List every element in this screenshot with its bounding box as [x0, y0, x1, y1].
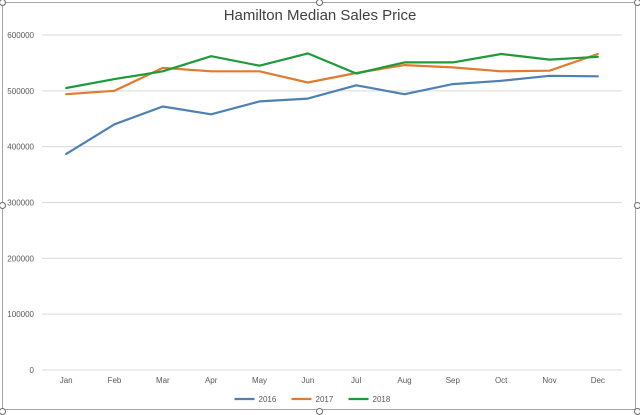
data-point-2018 [65, 87, 67, 89]
resize-handle-top-right[interactable] [634, 0, 640, 6]
x-tick-label: Nov [542, 376, 556, 385]
x-tick-label: May [252, 376, 267, 385]
data-point-2017 [500, 70, 502, 72]
x-tick-label: Feb [108, 376, 122, 385]
data-point-2017 [597, 53, 599, 55]
legend: 2016 2017 2018 [234, 395, 391, 404]
data-point-2016 [210, 113, 212, 115]
x-tick-label: Jan [60, 376, 73, 385]
data-point-2016 [452, 83, 454, 85]
x-tick-label: Oct [495, 376, 508, 385]
y-tick-label: 300000 [7, 199, 34, 208]
x-tick-label: Jun [301, 376, 314, 385]
data-point-2016 [162, 105, 164, 107]
y-tick-label: 400000 [7, 143, 34, 152]
data-point-2017 [65, 93, 67, 95]
x-axis-ticks: Jan Feb Mar Apr May Jun Jul Aug Sep Oct Nov Dec [60, 376, 605, 385]
x-tick-label: Dec [591, 376, 605, 385]
x-tick-label: Mar [156, 376, 170, 385]
data-point-2018 [355, 72, 357, 74]
data-point-2018 [210, 55, 212, 57]
data-point-2016 [258, 100, 260, 102]
data-point-2016 [65, 153, 67, 155]
series-line-2018 [65, 52, 599, 90]
data-point-2016 [355, 84, 357, 86]
data-point-2017 [258, 70, 260, 72]
data-point-2018 [113, 78, 115, 80]
y-tick-label: 100000 [7, 310, 34, 319]
data-point-2016 [403, 93, 405, 95]
data-point-2016 [500, 80, 502, 82]
y-tick-label: 0 [30, 366, 35, 375]
resize-handle-top-center[interactable] [316, 0, 323, 6]
x-tick-label: Aug [397, 376, 411, 385]
chart-title: Hamilton Median Sales Price [223, 7, 417, 24]
data-point-2017 [162, 67, 164, 69]
y-tick-label: 500000 [7, 87, 34, 96]
data-point-2017 [452, 66, 454, 68]
x-tick-label: Apr [205, 376, 218, 385]
data-point-2017 [113, 90, 115, 92]
resize-handle-middle-right[interactable] [634, 202, 640, 209]
data-point-2018 [403, 61, 405, 63]
series-lines [65, 52, 599, 155]
resize-handle-top-left[interactable] [0, 0, 6, 6]
data-point-2018 [597, 56, 599, 58]
data-point-2018 [258, 65, 260, 67]
data-point-2018 [162, 70, 164, 72]
y-tick-label: 200000 [7, 254, 34, 263]
x-tick-label: Jul [351, 376, 361, 385]
legend-label: 2017 [316, 395, 334, 404]
series-line-2016 [65, 74, 599, 155]
gridlines [42, 34, 622, 371]
data-point-2016 [113, 123, 115, 125]
data-point-2018 [307, 52, 309, 54]
legend-label: 2016 [259, 395, 277, 404]
data-point-2018 [452, 61, 454, 63]
data-point-2016 [597, 75, 599, 77]
data-point-2016 [307, 98, 309, 100]
y-tick-label: 600000 [7, 31, 34, 40]
legend-label: 2018 [373, 395, 391, 404]
data-point-2016 [548, 75, 550, 77]
data-point-2017 [403, 64, 405, 66]
data-point-2017 [548, 70, 550, 72]
data-point-2017 [210, 70, 212, 72]
data-point-2017 [307, 81, 309, 83]
y-axis-ticks: 0 100000 200000 300000 400000 500000 600000 [7, 31, 34, 375]
resize-handle-middle-left[interactable] [0, 202, 6, 209]
x-tick-label: Sep [446, 376, 461, 385]
data-point-2018 [500, 53, 502, 55]
data-point-2018 [548, 58, 550, 60]
